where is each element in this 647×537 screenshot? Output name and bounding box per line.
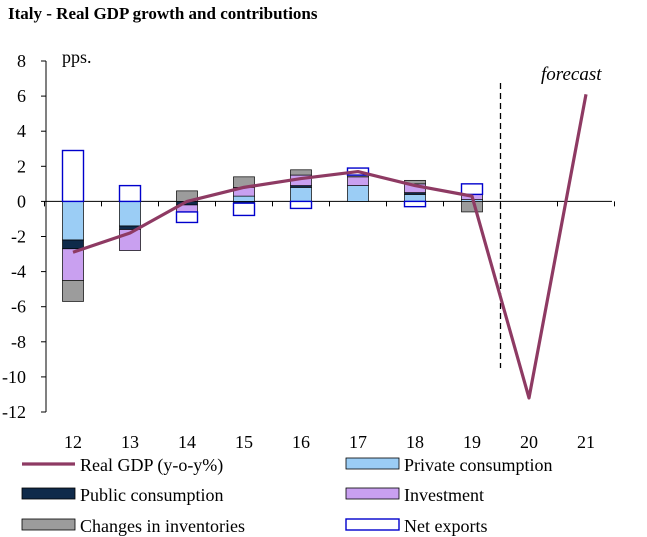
bar-changes-in-inventories	[62, 280, 84, 302]
forecast-annotation: forecast	[541, 64, 602, 85]
legend-swatch	[345, 487, 400, 500]
bar-net-exports	[460, 183, 484, 196]
x-tick-label: 12	[64, 432, 82, 452]
bar-investment	[62, 248, 84, 281]
x-tick-label: 17	[349, 432, 367, 452]
x-tick-label: 14	[178, 432, 196, 452]
y-tick-label: -8	[11, 332, 26, 352]
bar-net-exports	[232, 202, 256, 217]
bar-private-consumption	[233, 195, 255, 202]
bar-investment	[347, 176, 369, 186]
legend-changes-in-inventories: Changes in inventories	[21, 516, 245, 536]
x-tick-label: 18	[406, 432, 424, 452]
legend-label: Changes in inventories	[80, 516, 245, 536]
bar-net-exports	[118, 184, 142, 203]
y-tick-label: 0	[17, 191, 26, 211]
bar-changes-in-inventories	[290, 169, 312, 176]
bar-private-consumption	[119, 201, 141, 227]
bar-private-consumption	[404, 194, 426, 202]
bar-net-exports	[289, 200, 313, 210]
x-tick-label: 21	[577, 432, 595, 452]
real-gdp-line	[72, 94, 588, 400]
legend-swatch	[345, 518, 400, 531]
y-tick-label: -2	[11, 227, 26, 247]
legend-investment: Investment	[345, 485, 484, 505]
x-tick-label: 15	[235, 432, 253, 452]
legend-label: Net exports	[404, 516, 487, 536]
bar-net-exports	[403, 200, 427, 208]
legend-label: Public consumption	[80, 485, 224, 505]
bar-net-exports	[61, 149, 85, 203]
x-tick-label: 13	[121, 432, 139, 452]
legend-swatch	[345, 457, 400, 470]
legend-swatch	[21, 487, 76, 500]
y-tick-label: -6	[11, 297, 26, 317]
bar-net-exports	[175, 211, 199, 224]
y-tick-label: 4	[17, 121, 26, 141]
y-tick-label: -10	[2, 367, 26, 387]
y-tick-label: -4	[11, 262, 26, 282]
legend-net-exports: Net exports	[345, 516, 487, 536]
y-axis-unit-label: pps.	[62, 47, 92, 67]
y-tick-label: 2	[17, 156, 26, 176]
legend-label: Private consumption	[404, 455, 552, 475]
x-tick-label: 16	[292, 432, 310, 452]
legend: Real GDP (y-o-y%) Private consumption Publ…	[21, 455, 552, 536]
bar-private-consumption	[62, 201, 84, 241]
legend-public-consumption: Public consumption	[21, 485, 224, 505]
x-tick-label: 19	[463, 432, 481, 452]
bar-public-consumption	[62, 239, 84, 250]
y-tick-label: 6	[17, 86, 26, 106]
legend-swatch	[21, 518, 76, 531]
y-tick-label: 8	[17, 51, 26, 71]
bar-private-consumption	[290, 187, 312, 202]
legend-private-consumption: Private consumption	[345, 455, 552, 475]
bar-changes-in-inventories	[461, 201, 483, 213]
legend-real-gdp: Real GDP (y-o-y%)	[22, 455, 223, 476]
bar-private-consumption	[347, 185, 369, 202]
legend-label: Investment	[404, 485, 484, 505]
x-tick-label: 20	[520, 432, 538, 452]
chart-title: Italy - Real GDP growth and contribution…	[8, 4, 318, 23]
legend-label: Real GDP (y-o-y%)	[80, 455, 223, 476]
y-tick-label: -12	[2, 402, 26, 422]
